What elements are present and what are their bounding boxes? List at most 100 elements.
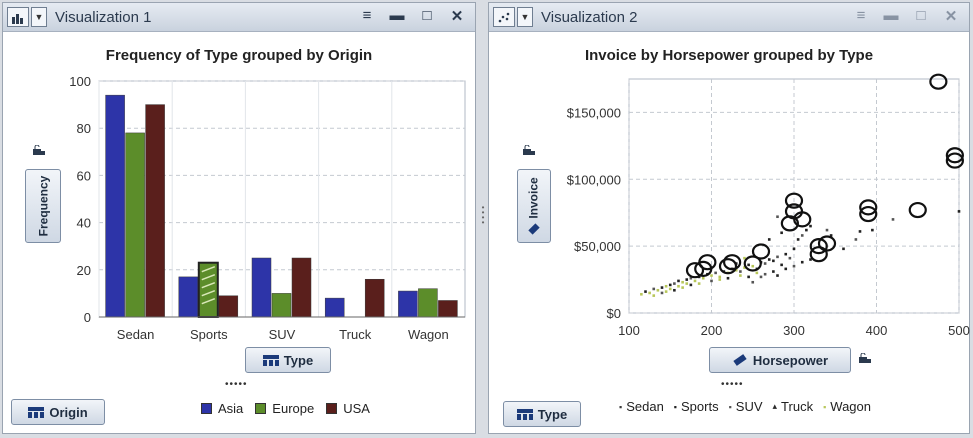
data-point [739, 270, 742, 273]
data-point [891, 218, 895, 221]
data-point [784, 252, 788, 256]
scatter-plot-icon[interactable] [493, 7, 515, 27]
bar-highlight-hatch [201, 298, 216, 305]
scatter-chart: 100 200 300 400 500 $0 $50,000 $100,000 $150,000 [567, 73, 970, 338]
maximize-icon[interactable]: □ [422, 7, 432, 24]
type-role-button[interactable]: Type [245, 347, 331, 373]
origin-role-label: Origin [49, 404, 88, 420]
data-point [689, 283, 693, 287]
y-tick-label: 60 [77, 168, 91, 183]
data-point [825, 228, 829, 232]
y-tick-label: $0 [607, 306, 621, 321]
legend-swatch-europe [255, 403, 267, 414]
x-tick-label: 200 [701, 323, 723, 338]
data-point [668, 283, 672, 287]
category-icon [28, 406, 45, 418]
panel-menu-icon[interactable]: ≡ [362, 7, 372, 24]
origin-role-button[interactable]: Origin [11, 399, 105, 425]
lock-icon[interactable] [523, 145, 535, 155]
frequency-role-button[interactable]: Frequency [25, 169, 61, 243]
y-tick-label: 100 [69, 74, 91, 89]
chart-title: Invoice by Horsepower grouped by Type [584, 47, 874, 64]
highlighted-point [809, 246, 828, 263]
bar-chart-icon[interactable] [7, 7, 29, 27]
data-point [751, 264, 755, 268]
data-point [652, 294, 656, 297]
data-point [763, 262, 767, 265]
y-tick-label: 80 [77, 121, 91, 136]
data-point [710, 279, 713, 283]
bar-highlight-hatch [201, 282, 216, 289]
highlighted-point [743, 255, 762, 272]
invoice-role-button[interactable]: Invoice [517, 169, 551, 243]
close-icon[interactable]: ✕ [944, 8, 958, 25]
legend-drag-handle[interactable]: ••••• [225, 379, 248, 390]
data-point [800, 260, 804, 264]
visualization-2-titlebar: ▼ Visualization 2 ≡ ▬ □ ✕ [489, 3, 969, 32]
bar-legend: Asia Europe USA [201, 401, 370, 416]
minimize-icon[interactable]: ▬ [389, 7, 405, 24]
bar [105, 94, 125, 318]
bar [398, 290, 418, 318]
data-point [685, 278, 689, 281]
bar [218, 295, 239, 318]
visualization-2-panel: ▼ Visualization 2 ≡ ▬ □ ✕ Invoice by Hor… [488, 2, 970, 434]
legend-marker-suv: ▪ [728, 401, 732, 412]
legend-drag-handle[interactable]: ••••• [721, 379, 744, 390]
data-point [664, 290, 668, 293]
bar-highlight-hatch [201, 274, 216, 281]
highlighted-point [908, 201, 927, 219]
invoice-role-label: Invoice [527, 177, 542, 219]
horsepower-role-label: Horsepower [752, 352, 829, 368]
data-point [677, 284, 680, 288]
data-point [776, 215, 779, 219]
category-icon [516, 408, 533, 420]
y-tick-label: 20 [77, 263, 91, 278]
bar [145, 104, 165, 318]
data-point [685, 282, 689, 285]
bar-highlight-hatch [201, 266, 216, 273]
visualization-menu-dropdown[interactable]: ▼ [517, 7, 533, 27]
lock-icon[interactable] [859, 353, 871, 363]
close-icon[interactable]: ✕ [450, 8, 464, 25]
data-point [871, 228, 874, 232]
frequency-role-label: Frequency [36, 175, 50, 237]
panel-menu-icon[interactable]: ≡ [856, 7, 866, 24]
data-point [648, 291, 651, 295]
data-point [788, 256, 792, 260]
data-point [854, 238, 858, 241]
legend-label-europe: Europe [272, 401, 315, 416]
y-tick-label: 40 [77, 216, 91, 231]
data-point [718, 278, 722, 281]
panel-splitter[interactable]: • • • • [481, 203, 485, 227]
data-point [681, 280, 684, 284]
data-point [829, 234, 833, 237]
legend-label-sports: Sports [681, 399, 719, 414]
legend-label-usa: USA [343, 401, 370, 416]
type-group-role-button[interactable]: Type [503, 401, 581, 427]
data-point [644, 290, 647, 293]
maximize-icon[interactable]: □ [916, 7, 926, 24]
data-point [739, 274, 742, 277]
x-tick-label: Sedan [117, 327, 155, 342]
data-point [660, 286, 664, 289]
horsepower-role-button[interactable]: Horsepower [709, 347, 851, 373]
bar [364, 278, 385, 318]
lock-icon[interactable] [33, 145, 45, 155]
bar [418, 288, 438, 318]
type-group-role-label: Type [537, 406, 568, 422]
y-tick-label: $50,000 [574, 239, 621, 254]
highlighted-point [751, 243, 771, 260]
highlighted-point [694, 260, 713, 277]
highlighted-point [723, 254, 742, 271]
data-point [767, 238, 771, 241]
minimize-icon[interactable]: ▬ [883, 7, 899, 24]
highlighted-point [793, 211, 812, 228]
legend-marker-sedan: ▪ [619, 401, 623, 412]
data-point [689, 276, 693, 280]
highlighted-point [859, 205, 878, 223]
x-tick-label: Wagon [408, 327, 449, 342]
data-point [714, 271, 717, 275]
visualization-menu-dropdown[interactable]: ▼ [31, 7, 47, 27]
data-point [780, 231, 783, 235]
